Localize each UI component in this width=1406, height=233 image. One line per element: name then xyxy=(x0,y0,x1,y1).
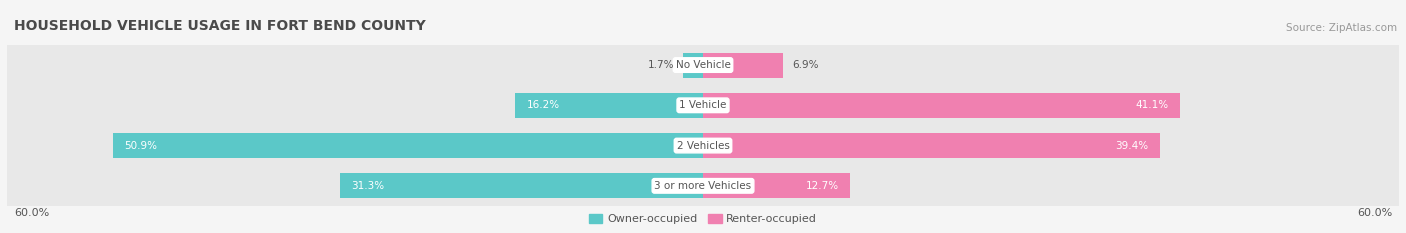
Bar xyxy=(683,53,703,78)
Text: Source: ZipAtlas.com: Source: ZipAtlas.com xyxy=(1286,23,1398,33)
Text: HOUSEHOLD VEHICLE USAGE IN FORT BEND COUNTY: HOUSEHOLD VEHICLE USAGE IN FORT BEND COU… xyxy=(14,19,426,33)
Text: No Vehicle: No Vehicle xyxy=(675,60,731,70)
Bar xyxy=(703,93,1180,118)
Text: 1.7%: 1.7% xyxy=(648,60,673,70)
Bar xyxy=(7,45,703,85)
Text: 16.2%: 16.2% xyxy=(527,100,560,110)
Text: 2 Vehicles: 2 Vehicles xyxy=(676,140,730,151)
Bar xyxy=(703,125,1399,166)
Bar xyxy=(703,45,1399,85)
Bar xyxy=(7,125,703,166)
Bar xyxy=(703,166,1399,206)
Bar xyxy=(703,133,1160,158)
Bar xyxy=(340,173,703,198)
Text: 3 or more Vehicles: 3 or more Vehicles xyxy=(654,181,752,191)
Bar xyxy=(703,85,1399,125)
Bar xyxy=(703,173,851,198)
Bar xyxy=(112,133,703,158)
Text: 41.1%: 41.1% xyxy=(1135,100,1168,110)
Text: 39.4%: 39.4% xyxy=(1115,140,1149,151)
Text: 60.0%: 60.0% xyxy=(14,208,49,218)
Text: 60.0%: 60.0% xyxy=(1357,208,1392,218)
Text: 31.3%: 31.3% xyxy=(352,181,385,191)
Text: 12.7%: 12.7% xyxy=(806,181,839,191)
Bar xyxy=(7,166,703,206)
Text: 1 Vehicle: 1 Vehicle xyxy=(679,100,727,110)
Bar xyxy=(703,53,783,78)
Legend: Owner-occupied, Renter-occupied: Owner-occupied, Renter-occupied xyxy=(585,209,821,229)
Bar xyxy=(7,85,703,125)
Text: 50.9%: 50.9% xyxy=(124,140,157,151)
Bar xyxy=(515,93,703,118)
Text: 6.9%: 6.9% xyxy=(793,60,818,70)
